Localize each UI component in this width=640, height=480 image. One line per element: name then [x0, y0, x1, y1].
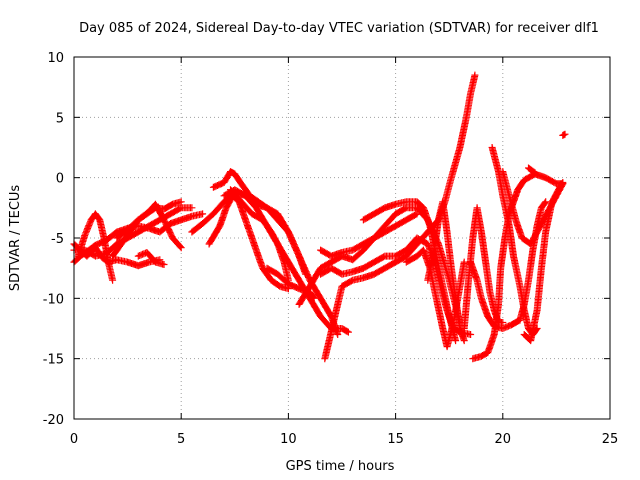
- series-arc-10: [209, 168, 342, 338]
- y-axis-label: SDTVAR / TECUs: [8, 185, 23, 292]
- y-tick-label: 5: [56, 111, 64, 126]
- grid-lines: [74, 57, 610, 419]
- axis-ticks: 0 5 10 15 20 25 -20 -15 -10 -5 0 5 10: [43, 51, 619, 447]
- x-tick-label: 0: [70, 432, 78, 447]
- chart-title: Day 085 of 2024, Sidereal Day-to-day VTE…: [79, 21, 599, 36]
- y-tick-label: -20: [43, 413, 64, 428]
- x-tick-label: 15: [387, 432, 404, 447]
- y-tick-label: 0: [56, 172, 64, 187]
- series-arc-7: [134, 249, 168, 268]
- data-point-markers: [227, 186, 292, 284]
- y-tick-label: -5: [51, 232, 64, 247]
- series-arc-26: [520, 179, 567, 345]
- series-arc-25: [467, 198, 550, 332]
- x-tick-label: 10: [280, 432, 297, 447]
- series-arc-28: [559, 130, 569, 139]
- data-point-markers: [317, 210, 421, 260]
- series-arc-20: [424, 198, 468, 345]
- data-point-markers: [520, 179, 567, 345]
- y-tick-label: -15: [43, 353, 64, 368]
- data-point-markers: [467, 198, 550, 332]
- x-tick-label: 5: [177, 432, 185, 447]
- data-point-markers: [113, 200, 185, 252]
- data-point-markers: [559, 130, 569, 139]
- series-arc-27: [525, 164, 539, 177]
- data-point-markers: [460, 204, 507, 332]
- series-arc-21: [460, 204, 507, 332]
- data-point-markers: [424, 198, 468, 345]
- x-tick-label: 25: [602, 432, 619, 447]
- data-marks: [70, 71, 569, 363]
- x-tick-label: 20: [495, 432, 512, 447]
- series-arc-16: [317, 210, 421, 260]
- y-tick-label: -10: [43, 292, 64, 307]
- data-point-markers: [209, 168, 342, 338]
- series-arc-6: [113, 200, 185, 252]
- data-point-markers: [525, 164, 539, 177]
- series-arc-12: [227, 186, 292, 284]
- x-axis-label: GPS time / hours: [286, 459, 395, 474]
- y-tick-label: 10: [47, 51, 64, 66]
- data-point-markers: [134, 249, 168, 268]
